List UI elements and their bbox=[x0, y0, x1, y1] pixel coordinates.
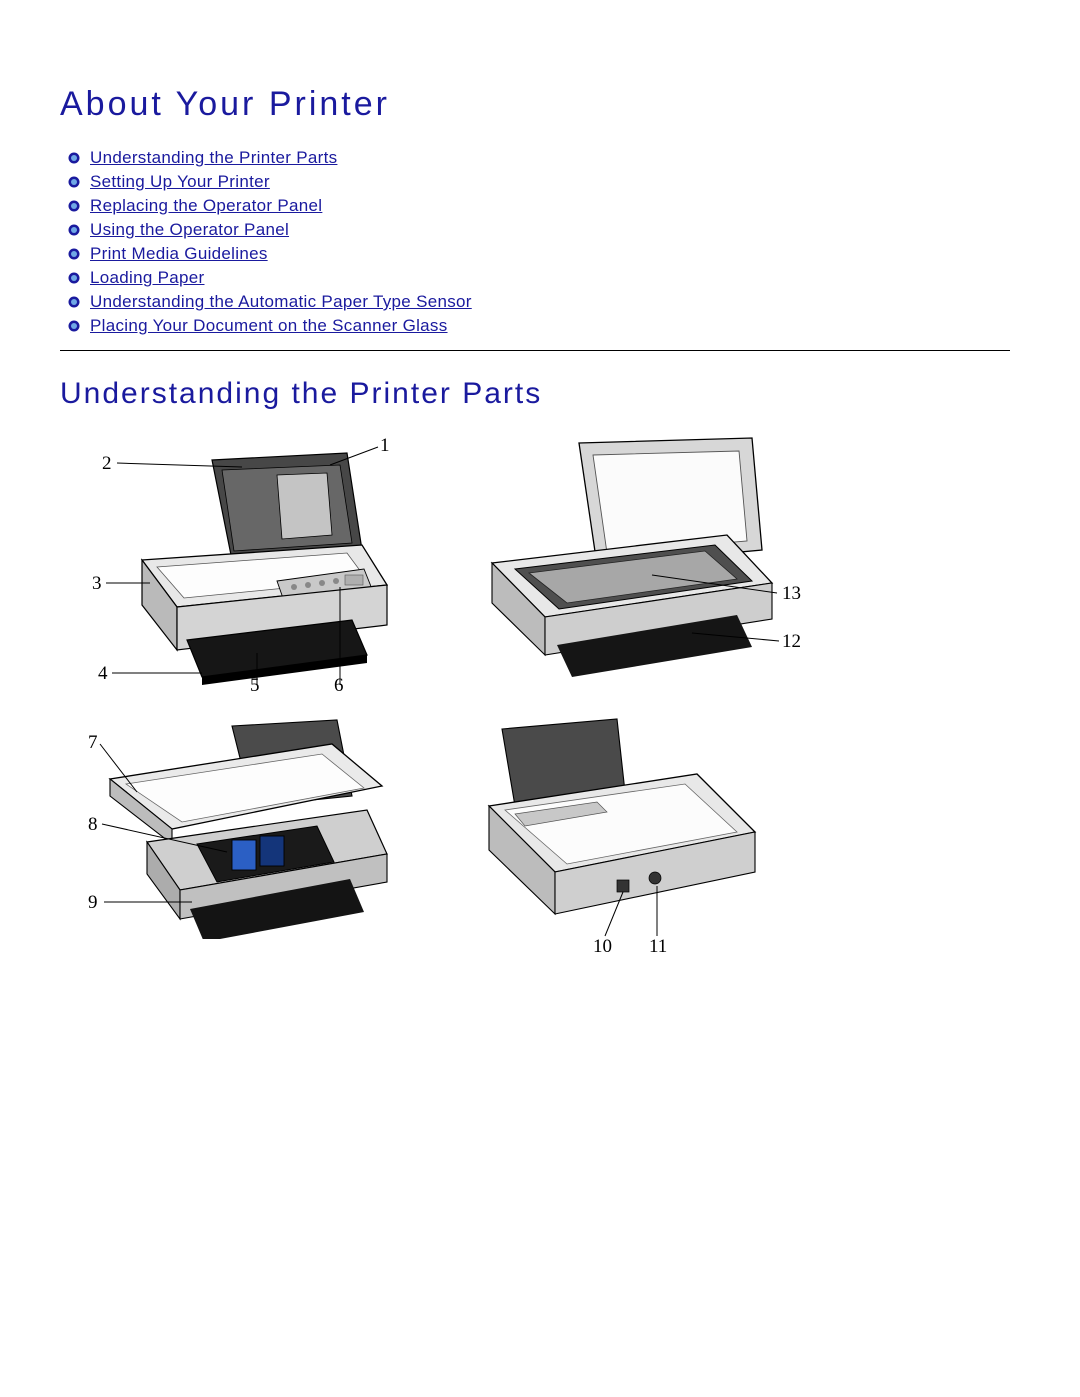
printer-cartridges-icon bbox=[82, 714, 402, 939]
toc-item: Replacing the Operator Panel bbox=[68, 196, 1010, 216]
bullet-icon bbox=[68, 176, 80, 188]
toc-item: Placing Your Document on the Scanner Gla… bbox=[68, 316, 1010, 336]
callout-label: 7 bbox=[88, 732, 98, 754]
bullet-icon bbox=[68, 224, 80, 236]
diagram-column-left: 1 2 3 4 5 6 bbox=[82, 435, 402, 959]
bullet-icon bbox=[68, 152, 80, 164]
callout-label: 9 bbox=[88, 892, 98, 914]
diagram-column-right: 13 12 10 bbox=[467, 435, 812, 959]
toc-link-loading-paper[interactable]: Loading Paper bbox=[90, 268, 205, 288]
callout-label: 5 bbox=[250, 675, 260, 697]
printer-closed-front-icon bbox=[82, 435, 402, 690]
printer-lid-open-icon bbox=[467, 435, 812, 690]
callout-label: 1 bbox=[380, 435, 390, 457]
bullet-icon bbox=[68, 296, 80, 308]
page-title: About Your Printer bbox=[60, 85, 1010, 124]
section-divider bbox=[60, 350, 1010, 351]
toc-link-scanner-glass[interactable]: Placing Your Document on the Scanner Gla… bbox=[90, 316, 448, 336]
toc-item: Using the Operator Panel bbox=[68, 220, 1010, 240]
callout-label: 4 bbox=[98, 663, 108, 685]
toc-link-setting-up[interactable]: Setting Up Your Printer bbox=[90, 172, 270, 192]
callout-label: 8 bbox=[88, 814, 98, 836]
callout-label: 2 bbox=[102, 453, 112, 475]
printer-rear-icon bbox=[467, 714, 772, 959]
diagram-grid: 1 2 3 4 5 6 bbox=[60, 435, 1010, 959]
toc-item: Loading Paper bbox=[68, 268, 1010, 288]
callout-label: 3 bbox=[92, 573, 102, 595]
toc-link-replacing-panel[interactable]: Replacing the Operator Panel bbox=[90, 196, 322, 216]
toc-item: Understanding the Printer Parts bbox=[68, 148, 1010, 168]
bullet-icon bbox=[68, 320, 80, 332]
diagram-panel-a: 1 2 3 4 5 6 bbox=[82, 435, 402, 690]
toc-item: Print Media Guidelines bbox=[68, 244, 1010, 264]
diagram-panel-c: 7 8 9 bbox=[82, 714, 402, 939]
bullet-icon bbox=[68, 248, 80, 260]
toc-item: Understanding the Automatic Paper Type S… bbox=[68, 292, 1010, 312]
bullet-icon bbox=[68, 272, 80, 284]
diagram-panel-d: 10 11 bbox=[467, 714, 772, 959]
toc-link-understanding-parts[interactable]: Understanding the Printer Parts bbox=[90, 148, 337, 168]
callout-label: 6 bbox=[334, 675, 344, 697]
bullet-icon bbox=[68, 200, 80, 212]
toc-link-using-panel[interactable]: Using the Operator Panel bbox=[90, 220, 289, 240]
toc-link-media-guidelines[interactable]: Print Media Guidelines bbox=[90, 244, 268, 264]
callout-label: 10 bbox=[593, 936, 612, 958]
callout-label: 13 bbox=[782, 583, 801, 605]
section-title: Understanding the Printer Parts bbox=[60, 377, 1010, 411]
diagram-panel-b: 13 12 bbox=[467, 435, 812, 690]
toc-item: Setting Up Your Printer bbox=[68, 172, 1010, 192]
toc-link-paper-sensor[interactable]: Understanding the Automatic Paper Type S… bbox=[90, 292, 472, 312]
callout-label: 12 bbox=[782, 631, 801, 653]
toc-list: Understanding the Printer Parts Setting … bbox=[68, 148, 1010, 336]
callout-label: 11 bbox=[649, 936, 667, 958]
